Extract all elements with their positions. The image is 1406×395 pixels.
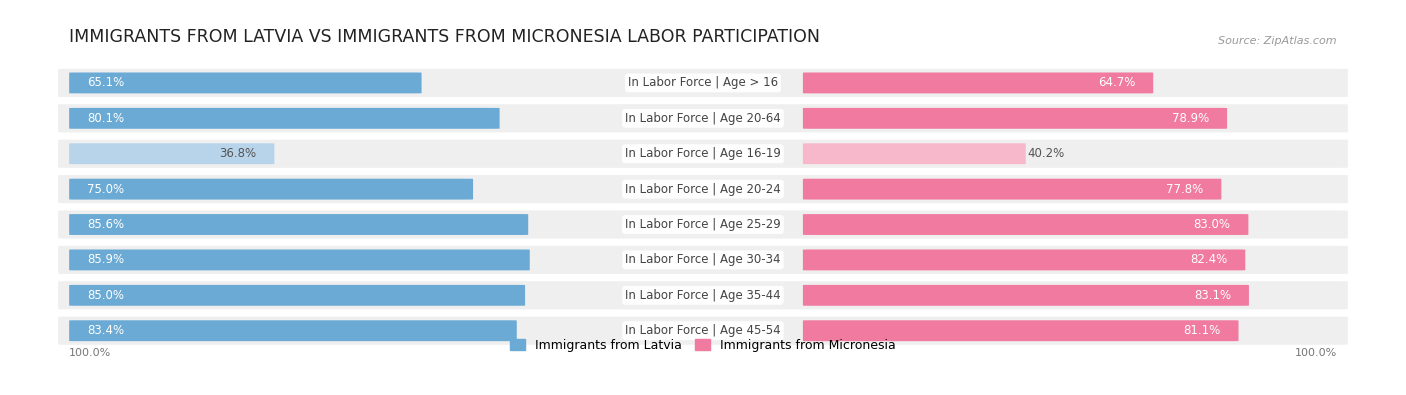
FancyBboxPatch shape [803, 285, 1249, 306]
Text: 82.4%: 82.4% [1189, 254, 1227, 266]
Text: 100.0%: 100.0% [1295, 348, 1337, 357]
Text: 83.0%: 83.0% [1194, 218, 1230, 231]
Text: In Labor Force | Age 45-54: In Labor Force | Age 45-54 [626, 324, 780, 337]
Text: In Labor Force | Age 20-64: In Labor Force | Age 20-64 [626, 112, 780, 125]
Text: 40.2%: 40.2% [1028, 147, 1064, 160]
FancyBboxPatch shape [58, 175, 1348, 203]
FancyBboxPatch shape [803, 73, 1153, 93]
Text: In Labor Force | Age 35-44: In Labor Force | Age 35-44 [626, 289, 780, 302]
Text: 75.0%: 75.0% [87, 182, 124, 196]
FancyBboxPatch shape [69, 108, 499, 129]
FancyBboxPatch shape [69, 250, 530, 270]
FancyBboxPatch shape [58, 246, 1348, 274]
Text: In Labor Force | Age 20-24: In Labor Force | Age 20-24 [626, 182, 780, 196]
Text: 77.8%: 77.8% [1166, 182, 1204, 196]
Text: 81.1%: 81.1% [1184, 324, 1220, 337]
FancyBboxPatch shape [803, 320, 1239, 341]
FancyBboxPatch shape [803, 179, 1222, 199]
FancyBboxPatch shape [69, 73, 422, 93]
FancyBboxPatch shape [69, 320, 517, 341]
FancyBboxPatch shape [803, 250, 1246, 270]
Text: In Labor Force | Age > 16: In Labor Force | Age > 16 [628, 76, 778, 89]
Text: In Labor Force | Age 30-34: In Labor Force | Age 30-34 [626, 254, 780, 266]
Text: 64.7%: 64.7% [1098, 76, 1135, 89]
Text: 100.0%: 100.0% [69, 348, 111, 357]
Text: 83.1%: 83.1% [1194, 289, 1232, 302]
FancyBboxPatch shape [58, 317, 1348, 345]
Text: 36.8%: 36.8% [219, 147, 256, 160]
FancyBboxPatch shape [58, 140, 1348, 168]
Text: 85.6%: 85.6% [87, 218, 124, 231]
FancyBboxPatch shape [803, 108, 1227, 129]
Legend: Immigrants from Latvia, Immigrants from Micronesia: Immigrants from Latvia, Immigrants from … [506, 335, 900, 356]
FancyBboxPatch shape [803, 143, 1026, 164]
Text: In Labor Force | Age 25-29: In Labor Force | Age 25-29 [626, 218, 780, 231]
Text: 65.1%: 65.1% [87, 76, 124, 89]
Text: Source: ZipAtlas.com: Source: ZipAtlas.com [1218, 36, 1337, 46]
FancyBboxPatch shape [69, 214, 529, 235]
FancyBboxPatch shape [58, 211, 1348, 239]
Text: IMMIGRANTS FROM LATVIA VS IMMIGRANTS FROM MICRONESIA LABOR PARTICIPATION: IMMIGRANTS FROM LATVIA VS IMMIGRANTS FRO… [69, 28, 820, 46]
Text: 85.0%: 85.0% [87, 289, 124, 302]
Text: 80.1%: 80.1% [87, 112, 124, 125]
FancyBboxPatch shape [69, 285, 524, 306]
Text: 83.4%: 83.4% [87, 324, 124, 337]
FancyBboxPatch shape [58, 104, 1348, 132]
Text: 78.9%: 78.9% [1173, 112, 1209, 125]
Text: In Labor Force | Age 16-19: In Labor Force | Age 16-19 [626, 147, 780, 160]
FancyBboxPatch shape [69, 143, 274, 164]
FancyBboxPatch shape [69, 179, 472, 199]
FancyBboxPatch shape [58, 281, 1348, 309]
Text: 85.9%: 85.9% [87, 254, 124, 266]
FancyBboxPatch shape [58, 69, 1348, 97]
FancyBboxPatch shape [803, 214, 1249, 235]
